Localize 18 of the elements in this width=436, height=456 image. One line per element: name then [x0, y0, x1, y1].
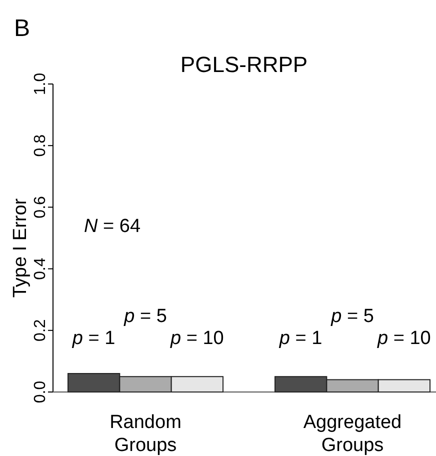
y-axis-title: Type I Error	[10, 198, 31, 298]
y-tick-label: 0.0	[32, 380, 49, 404]
series-label: p = 1	[71, 328, 116, 349]
y-tick-label: 0.4	[32, 258, 49, 280]
x-tick-label: Aggregated Groups	[303, 412, 402, 456]
y-tick-label: 0.6	[32, 196, 49, 218]
chart-title: PGLS-RRPP	[180, 52, 308, 77]
series-label: p = 10	[169, 328, 224, 349]
text: p = 5	[331, 306, 374, 327]
y-tick-label: 1.0	[32, 72, 49, 96]
y-tick-label: 0.8	[32, 134, 49, 157]
x-tick-label: Random Groups	[110, 412, 182, 456]
y-tick-label: 0.2	[32, 319, 49, 342]
annotation: N = 64	[84, 216, 141, 237]
text: p = 5	[123, 306, 167, 327]
text: p = 1	[279, 328, 322, 349]
text: p = 10	[377, 328, 431, 349]
text: B	[14, 15, 30, 42]
